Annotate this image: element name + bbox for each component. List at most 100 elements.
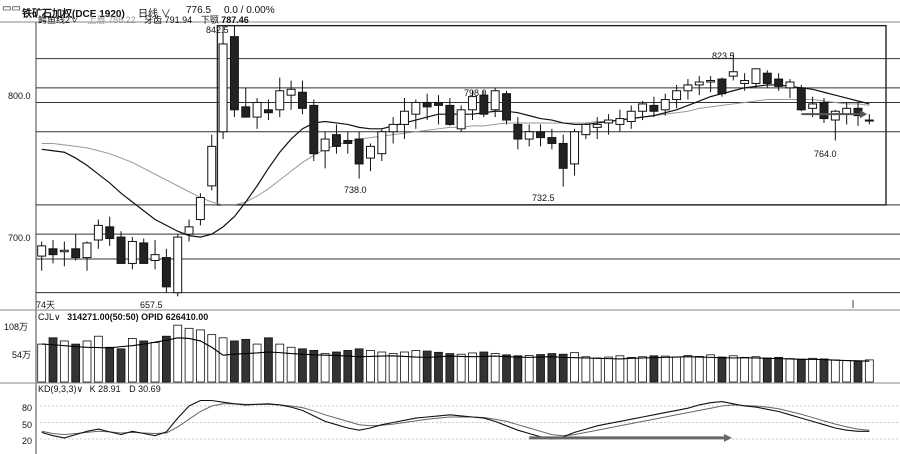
candle-body xyxy=(774,78,784,87)
volume-bar xyxy=(196,329,205,383)
volume-bar xyxy=(434,351,443,383)
volume-bar xyxy=(332,351,341,383)
candle-body xyxy=(229,36,239,111)
candle-body xyxy=(184,226,194,235)
candle-body xyxy=(740,80,750,84)
menu-icon[interactable]: ▭▭ xyxy=(2,3,21,14)
candle-body xyxy=(626,110,636,122)
annotation-low: 657.5 xyxy=(140,300,163,310)
last-price: 776.5 xyxy=(186,5,212,16)
volume-tick-mid: 54万 xyxy=(12,350,32,360)
candle-body xyxy=(286,88,296,96)
candle-body xyxy=(536,131,546,139)
candle-body xyxy=(71,248,81,259)
kd-legend: KD(9,3,3)∨ K 28.91 D 30.69 xyxy=(38,384,161,394)
candle-body xyxy=(445,104,455,125)
candle-body xyxy=(150,254,160,261)
volume-bar xyxy=(252,343,262,383)
candle-body xyxy=(309,104,319,155)
candle-body xyxy=(558,142,568,169)
volume-bar xyxy=(513,355,523,383)
candle-body xyxy=(581,123,591,136)
volume-bar xyxy=(774,356,783,383)
alligator-legend[interactable]: 鳄鱼线2∨ 上唇 786.22 牙齿 791.94 下颚 787.46 xyxy=(38,15,249,25)
volume-bar xyxy=(150,342,160,383)
volume-bar xyxy=(604,356,613,383)
volume-bar xyxy=(173,324,183,383)
volume-bar xyxy=(275,343,285,383)
period-selector[interactable]: 日线 ∨ xyxy=(138,9,171,20)
volume-bar xyxy=(547,353,557,383)
candle-body xyxy=(400,110,409,125)
volume-bar xyxy=(241,338,251,383)
chevron-down-icon: ∨ xyxy=(158,9,171,20)
volume-bar xyxy=(37,343,47,383)
volume-bar xyxy=(830,359,840,383)
candle-body xyxy=(275,90,285,111)
volume-bar xyxy=(638,356,647,383)
volume-bar xyxy=(93,335,103,383)
candle-body xyxy=(263,109,273,114)
candle-body xyxy=(365,145,375,159)
candle-body xyxy=(320,138,330,152)
volume-bar xyxy=(207,334,217,383)
trend-arrowhead xyxy=(859,110,867,119)
candle-body xyxy=(468,96,477,111)
period-note: 74天 xyxy=(36,300,56,310)
candle-body xyxy=(127,240,137,264)
symbol-title[interactable]: 铁矿石加权(DCE 1920) xyxy=(22,9,125,20)
candle-body xyxy=(570,131,580,165)
candle-body xyxy=(819,101,829,120)
ma-fast-line xyxy=(41,84,870,238)
y-tick-800: 800.0 xyxy=(8,91,31,101)
candle-body xyxy=(796,87,806,111)
volume-bar xyxy=(479,351,489,383)
volume-bar xyxy=(683,355,693,383)
candle-body xyxy=(751,68,761,84)
candle-body xyxy=(388,123,398,133)
volume-bar xyxy=(694,356,704,383)
volume-bar xyxy=(660,355,670,383)
volume-bar xyxy=(400,351,409,383)
volume-bar xyxy=(59,340,69,383)
volume-bar xyxy=(116,348,126,383)
candle-body xyxy=(547,137,557,144)
candle-body xyxy=(207,145,217,187)
candle-body xyxy=(139,242,149,264)
volume-bar xyxy=(762,357,772,383)
annotation-738: 738.0 xyxy=(344,185,367,195)
candle-body xyxy=(615,118,625,125)
ma-slow-line xyxy=(41,99,870,206)
candle-body xyxy=(524,131,534,140)
candle-body xyxy=(241,106,251,118)
annotation-764: 764.0 xyxy=(814,149,837,159)
candle-body xyxy=(93,224,103,241)
volume-bar xyxy=(128,338,137,383)
volume-bar xyxy=(139,340,149,383)
candle-body xyxy=(490,90,500,111)
candle-body xyxy=(672,90,682,101)
candle-body xyxy=(195,197,205,221)
candle-body xyxy=(762,72,772,84)
volume-bar xyxy=(536,354,545,383)
candle-body xyxy=(808,103,818,109)
volume-bar xyxy=(570,352,579,383)
volume-bar xyxy=(490,353,500,383)
annotation-732: 732.5 xyxy=(532,193,555,203)
candle-body xyxy=(502,93,511,121)
candle-body xyxy=(354,138,364,165)
candle-body xyxy=(456,109,466,130)
volume-bar xyxy=(592,357,602,383)
candle-body xyxy=(592,123,602,128)
candle-body xyxy=(694,81,704,86)
volume-bar xyxy=(162,335,171,383)
annotation-798: 798.0 xyxy=(464,88,487,98)
candle-body xyxy=(728,71,738,77)
candle-body xyxy=(706,80,716,83)
candle-body xyxy=(649,104,659,112)
volume-bar xyxy=(615,355,625,383)
volume-bar xyxy=(740,356,749,383)
volume-bar xyxy=(422,350,432,383)
volume-bar xyxy=(377,351,387,383)
